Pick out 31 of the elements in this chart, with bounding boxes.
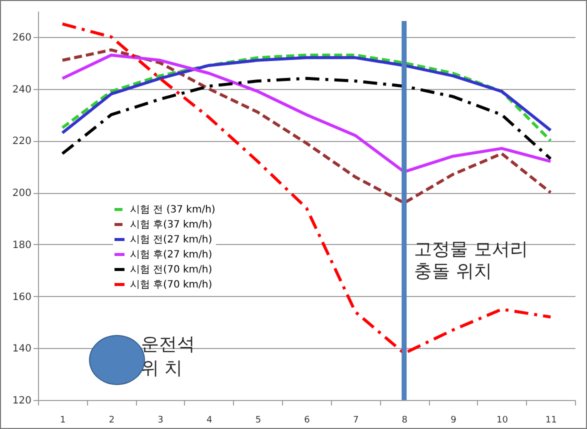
y-tick-label: 260 [12,32,32,44]
y-tick-label: 160 [12,292,32,303]
x-tick-label: 4 [206,416,212,426]
line-series [60,48,552,204]
legend-label: 시험 후(70 km/h) [130,280,212,290]
x-tick-label: 7 [352,416,359,426]
y-tick-label: 200 [12,188,32,200]
line-series [60,22,552,355]
x-tick-label: 10 [496,416,508,426]
x-tick-label: 6 [304,416,310,426]
y-tick-label: 220 [12,136,32,148]
x-tick-label: 1 [60,416,66,426]
y-tick-label: 240 [12,84,32,96]
legend-label: 시험 전(27 km/h) [130,234,212,246]
y-tick-label: 140 [12,344,32,355]
line-series [60,76,552,160]
legend-label: 시험 후(27 km/h) [130,250,212,260]
x-tick-label: 5 [255,416,262,426]
x-tick-label: 9 [450,416,457,426]
x-tick-label: 3 [158,416,164,426]
line-series [60,54,552,174]
legend-label: 시험 전 (37 km/h) [130,204,216,216]
y-tick-label: 180 [12,240,32,251]
y-tick-label: 120 [12,396,32,406]
x-tick-label: 11 [545,416,557,426]
legend-label: 시험 후(37 km/h) [130,220,212,230]
ref-line-label: 고정물 모서리 충돌 위치 [414,239,528,282]
x-tick-label: 8 [402,416,408,426]
x-tick-label: 2 [108,416,115,426]
annotation: 운전석 위 치 [141,334,195,379]
legend-label: 시험 전(70 km/h) [130,264,212,276]
